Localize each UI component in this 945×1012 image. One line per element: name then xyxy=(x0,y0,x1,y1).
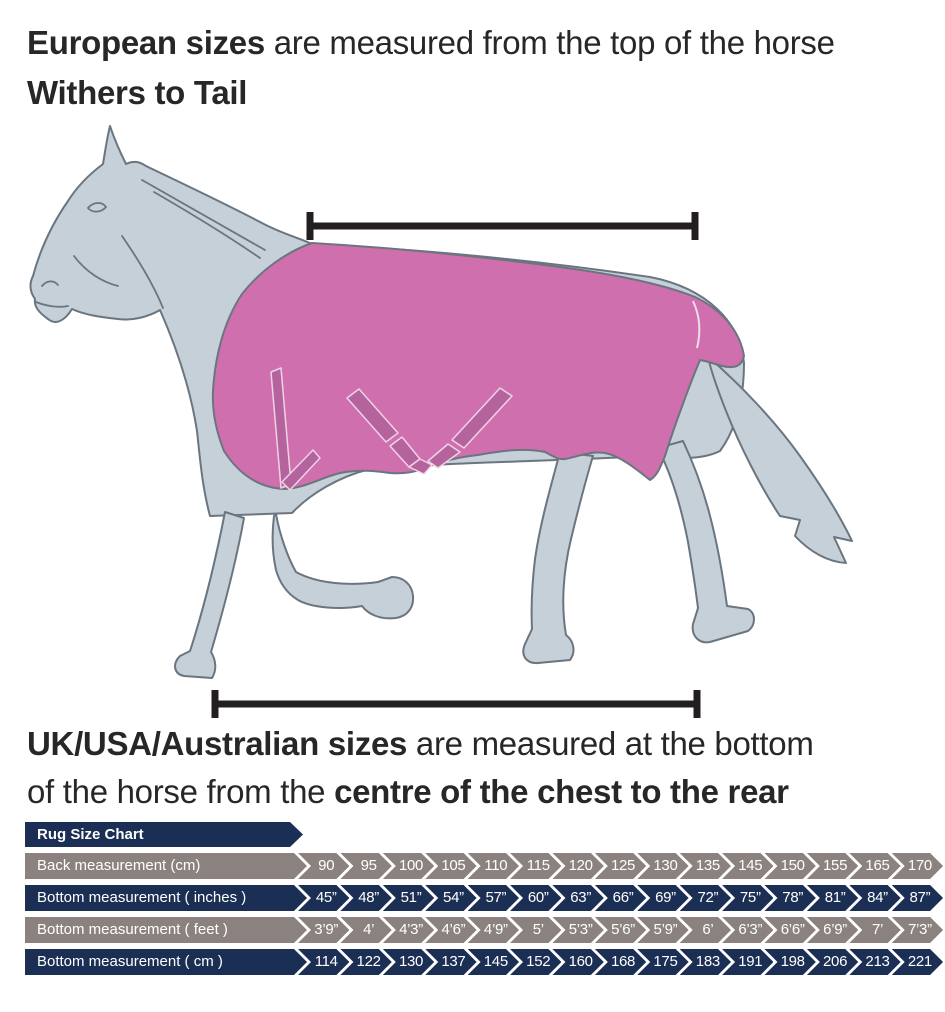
rug-body xyxy=(211,242,745,490)
heading-european-bold: European sizes xyxy=(27,24,265,61)
horse-mane-line-2 xyxy=(153,191,261,259)
chest-to-rear-measure-line xyxy=(211,690,701,718)
heading-european-rest: are measured from the top of the horse xyxy=(264,24,835,61)
table-row-bottom-cm: Bottom measurement ( cm ) 114 122 130 13… xyxy=(25,949,943,975)
horse-rug xyxy=(211,242,745,491)
horse-nostril xyxy=(41,280,59,287)
heading-uk-bold-tail: centre of the chest to the rear xyxy=(334,773,789,810)
horse-cheek-line xyxy=(73,255,119,287)
row-label: Bottom measurement ( feet ) xyxy=(25,917,307,943)
row-label: Back measurement (cm) xyxy=(25,853,307,879)
horse-eye xyxy=(86,202,108,213)
heading-uk-rest: are measured at the bottom xyxy=(407,725,814,762)
rug-belly-strap-right-end xyxy=(427,443,461,469)
horse-front-leg-planted xyxy=(174,511,245,679)
withers-to-tail-measure-line xyxy=(306,212,699,240)
horse-tail xyxy=(704,353,853,564)
horse-jaw-line xyxy=(121,235,164,309)
horse-front-leg-bent xyxy=(271,513,415,620)
horse-mouth xyxy=(35,301,69,308)
rug-front-leg-strap-2 xyxy=(281,449,321,491)
rug-size-chart-table: Rug Size Chart Back measurement (cm) 90 … xyxy=(25,822,943,975)
horse-hind-leg-forward xyxy=(522,451,594,665)
rug-belly-strap-right xyxy=(451,387,513,449)
row-label: Bottom measurement ( cm ) xyxy=(25,949,307,975)
table-header-row: Rug Size Chart xyxy=(25,822,943,847)
heading-uk-line2: of the horse from the xyxy=(27,773,335,810)
table-row-bottom-inches: Bottom measurement ( inches ) 45” 48” 51… xyxy=(25,885,943,911)
horse-hind-leg-bent xyxy=(657,440,755,644)
heading-uk-bold: UK/USA/Australian sizes xyxy=(27,725,408,762)
horse-mane-line-1 xyxy=(141,179,266,251)
table-title: Rug Size Chart xyxy=(25,822,303,847)
horse-face-details xyxy=(35,179,266,309)
rug-straps xyxy=(270,367,513,491)
rug-belly-strap-left xyxy=(346,388,399,443)
heading-european-sizes: European sizes are measured from the top… xyxy=(27,18,932,118)
rug-rump-seam xyxy=(692,300,701,349)
heading-withers-to-tail: Withers to Tail xyxy=(27,74,248,111)
heading-uk-sizes: UK/USA/Australian sizes are measured at … xyxy=(27,720,932,816)
table-row-back-cm: Back measurement (cm) 90 95 100 105 110 … xyxy=(25,853,943,879)
horse-rug-illustration xyxy=(0,116,945,722)
row-label: Bottom measurement ( inches ) xyxy=(25,885,307,911)
table-row-bottom-feet: Bottom measurement ( feet ) 3’9” 4’ 4’3”… xyxy=(25,917,943,943)
rug-strap-buckle xyxy=(408,458,433,475)
